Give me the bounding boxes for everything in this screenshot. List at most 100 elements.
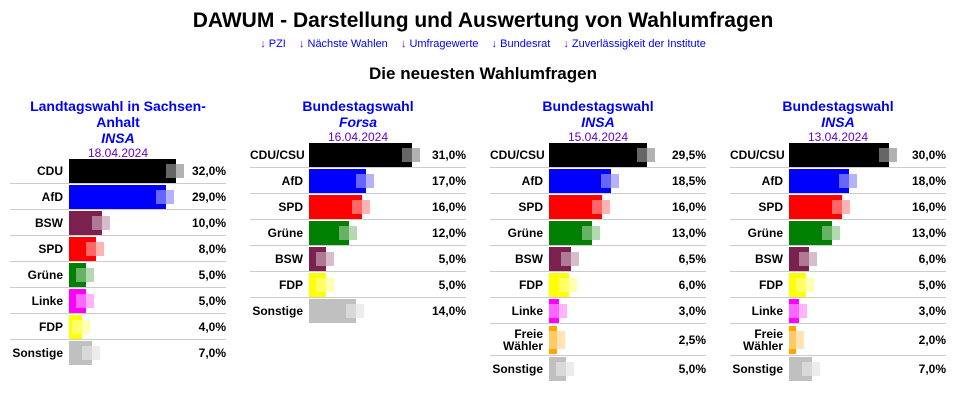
result-row: SPD 16,0%	[730, 194, 946, 220]
previous-marker-tail	[798, 303, 807, 318]
result-value: 16,0%	[671, 199, 706, 214]
bar-track	[789, 194, 909, 219]
bar-track	[309, 142, 429, 167]
result-bar	[549, 356, 566, 381]
result-bar	[549, 194, 603, 219]
result-value: 6,5%	[678, 251, 706, 266]
result-row: Linke 5,0%	[10, 288, 226, 314]
result-row: Freie Wähler 2,0%	[730, 324, 946, 356]
party-label: BSW	[35, 215, 63, 230]
party-label: SPD	[518, 199, 543, 214]
result-bar	[69, 158, 176, 183]
election-name[interactable]: Bundestagswahl	[782, 98, 894, 114]
result-value: 7,0%	[918, 361, 946, 376]
bar-track	[549, 356, 669, 381]
result-bar	[789, 142, 889, 167]
institute-name[interactable]: INSA	[581, 114, 615, 130]
previous-marker-tail	[85, 293, 94, 308]
result-value: 14,0%	[431, 303, 466, 318]
bar-track	[549, 220, 669, 245]
previous-marker-tail	[568, 277, 577, 292]
previous-marker	[549, 303, 559, 318]
bar-track	[309, 220, 429, 245]
bar-track	[789, 246, 909, 271]
nav-link-umfragewerte[interactable]: Umfragewerte	[401, 38, 479, 50]
nav-link-naechste-wahlen[interactable]: Nächste Wahlen	[299, 38, 388, 50]
result-bar	[309, 246, 326, 271]
previous-marker-tail	[812, 361, 821, 376]
election-name[interactable]: Bundestagswahl	[302, 98, 414, 114]
party-label: Grüne	[747, 225, 783, 240]
bar-track	[309, 194, 429, 219]
result-row: AfD 18,0%	[730, 168, 946, 194]
bar-track	[309, 272, 429, 297]
party-label: SPD	[278, 199, 303, 214]
party-label: BSW	[755, 251, 783, 266]
previous-marker	[838, 173, 849, 188]
result-bar	[69, 288, 86, 313]
result-bar	[69, 210, 103, 235]
result-value: 30,0%	[911, 147, 946, 162]
result-row: Linke 3,0%	[730, 298, 946, 324]
result-value: 3,0%	[678, 303, 706, 318]
poll-date: 15.04.2024	[567, 130, 629, 144]
institute-name[interactable]: INSA	[821, 114, 855, 130]
result-value: 17,0%	[431, 173, 466, 188]
previous-marker	[555, 361, 566, 376]
result-bar	[309, 220, 349, 245]
previous-marker-tail	[355, 303, 364, 318]
result-bar	[789, 246, 809, 271]
previous-marker	[75, 267, 86, 282]
institute-name[interactable]: Forsa	[338, 114, 378, 130]
previous-marker	[547, 330, 558, 349]
nav-link-zuverlaessigkeit[interactable]: Zuverlässigkeit der Institute	[563, 38, 705, 50]
election-name[interactable]: Bundestagswahl	[542, 98, 654, 114]
poll-header[interactable]: Landtagswahl in Sachsen-Anhalt INSA 18.04.…	[10, 98, 226, 160]
previous-marker	[72, 319, 83, 334]
result-value: 6,0%	[678, 277, 706, 292]
previous-marker-tail	[412, 147, 421, 162]
bar-track	[69, 184, 189, 209]
result-value: 16,0%	[911, 199, 946, 214]
party-label: FDP	[279, 277, 303, 292]
party-label: AfD	[761, 173, 783, 188]
result-row: BSW 6,5%	[490, 246, 706, 272]
result-value: 13,0%	[911, 225, 946, 240]
result-row: Freie Wähler 2,5%	[490, 324, 706, 356]
poll-header[interactable]: Bundestagswahl INSA 13.04.2024	[730, 98, 946, 144]
bar-track	[789, 142, 909, 167]
result-value: 5,0%	[198, 267, 226, 282]
previous-marker	[85, 241, 96, 256]
party-label: Linke	[511, 303, 543, 318]
party-label: Grüne	[507, 225, 543, 240]
result-row: CDU/CSU 30,0%	[730, 142, 946, 168]
previous-marker-tail	[102, 215, 111, 230]
bar-track	[69, 314, 189, 339]
bar-track	[69, 158, 189, 183]
institute-name[interactable]: INSA	[101, 130, 135, 146]
bar-track	[309, 298, 429, 323]
poll-header[interactable]: Bundestagswahl Forsa 16.04.2024	[250, 98, 466, 144]
result-row: AfD 17,0%	[250, 168, 466, 194]
nav-link-pzi[interactable]: PZI	[260, 38, 286, 50]
previous-marker	[785, 330, 796, 349]
result-row: SPD 8,0%	[10, 236, 226, 262]
party-label: CDU/CSU	[490, 147, 545, 162]
result-bar	[549, 325, 558, 354]
election-name[interactable]: Landtagswahl in Sachsen-Anhalt	[30, 98, 206, 130]
poll-header[interactable]: Bundestagswahl INSA 15.04.2024	[490, 98, 706, 144]
poll-date: 16.04.2024	[327, 130, 389, 144]
party-label: Freie Wähler	[742, 326, 783, 353]
bar-track	[549, 194, 669, 219]
poll-card: Bundestagswahl INSA 15.04.2024 CDU/CSU 29,5…	[490, 98, 706, 381]
result-value: 2,0%	[918, 332, 946, 347]
result-row: Grüne 13,0%	[490, 220, 706, 246]
previous-marker-tail	[848, 173, 857, 188]
poll-date: 18.04.2024	[87, 146, 149, 160]
party-label: Grüne	[267, 225, 303, 240]
previous-marker-tail	[165, 189, 174, 204]
bar-track	[549, 142, 669, 167]
previous-marker-tail	[365, 173, 374, 188]
previous-marker	[592, 199, 603, 214]
nav-link-bundesrat[interactable]: Bundesrat	[492, 38, 551, 50]
